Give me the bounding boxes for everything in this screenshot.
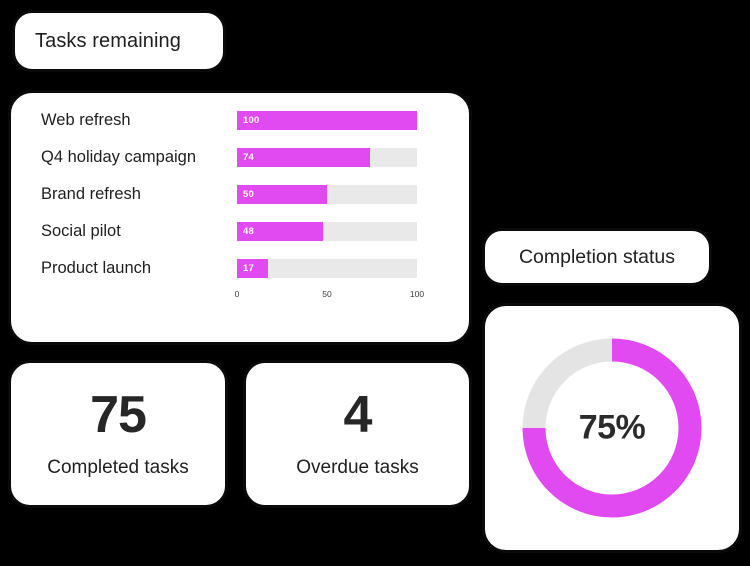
bar-fill: 48 [237,222,324,241]
bar-track: 17 [237,259,417,278]
bar-value-label: 17 [243,263,254,274]
kpi-card-overdue-tasks: 4 Overdue tasks [243,360,472,508]
bar-fill: 50 [237,185,327,204]
donut-center-label: 75% [578,408,646,447]
kpi-label: Overdue tasks [296,457,419,478]
bar-track: 48 [237,222,417,241]
kpi-value: 75 [90,386,147,444]
completion-status-title: Completion status [518,245,676,268]
completion-status-donut-card: 75% [482,303,742,553]
x-axis-tick-label: 100 [409,289,425,299]
bar-fill: 100 [237,111,417,130]
donut-segment-complete [522,338,702,518]
bar-chart-rows: Web refresh 100 Q4 holiday campaign 74 Brand… [41,111,447,296]
kpi-content: 4 Overdue tasks [246,363,469,505]
donut-chart [522,338,702,518]
bar-category-label: Q4 holiday campaign [41,148,197,166]
bar-chart-row: Web refresh 100 [41,111,447,130]
bar-track: 50 [237,185,417,204]
page-title: Tasks remaining [35,29,182,52]
bar-value-label: 100 [243,115,260,126]
bar-chart-x-axis: 0 50 100 [234,289,424,303]
bar-value-label: 74 [243,152,254,163]
bar-chart-row: Q4 holiday campaign 74 [41,148,447,167]
bar-category-label: Product launch [41,259,152,277]
x-axis-tick-label: 0 [234,289,240,299]
completion-status-title-card: Completion status [482,228,712,286]
x-axis-tick-label: 50 [322,289,332,299]
kpi-label: Completed tasks [47,457,189,478]
bar-category-label: Brand refresh [41,185,141,203]
bar-chart-row: Brand refresh 50 [41,185,447,204]
bar-track: 74 [237,148,417,167]
bar-category-label: Social pilot [41,222,121,240]
bar-chart-row: Social pilot 48 [41,222,447,241]
kpi-card-completed-tasks: 75 Completed tasks [8,360,228,508]
bar-track: 100 [237,111,417,130]
bar-fill: 74 [237,148,371,167]
bar-fill: 17 [237,259,268,278]
bar-category-label: Web refresh [41,111,131,129]
kpi-content: 75 Completed tasks [11,363,225,505]
bar-value-label: 48 [243,226,254,237]
tasks-remaining-bar-chart-card: Web refresh 100 Q4 holiday campaign 74 Brand… [8,90,472,345]
tasks-remaining-title-card: Tasks remaining [12,10,226,72]
donut-wrap: 75% [485,306,739,550]
kpi-value: 4 [343,386,373,444]
donut-segment-remaining [522,338,613,429]
bar-chart-row: Product launch 17 [41,259,447,278]
bar-value-label: 50 [243,189,254,200]
